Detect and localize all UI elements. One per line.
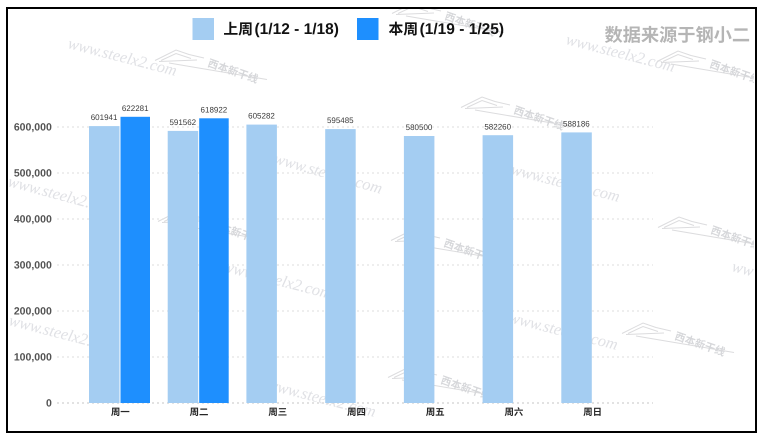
svg-text:580500: 580500 — [406, 123, 433, 132]
svg-text:595485: 595485 — [327, 116, 354, 125]
svg-text:(1/12 - 1/18): (1/12 - 1/18) — [255, 21, 339, 38]
svg-text:591562: 591562 — [169, 118, 196, 127]
svg-text:588186: 588186 — [563, 120, 590, 129]
svg-text:618922: 618922 — [201, 105, 228, 114]
svg-text:605282: 605282 — [248, 112, 275, 121]
svg-text:601941: 601941 — [91, 113, 118, 122]
svg-text:582260: 582260 — [484, 122, 511, 131]
svg-text:(1/19 - 1/25): (1/19 - 1/25) — [420, 21, 504, 38]
svg-text:622281: 622281 — [122, 104, 149, 113]
svg-text:0: 0 — [46, 398, 52, 410]
svg-text:300,000: 300,000 — [14, 260, 52, 272]
svg-text:100,000: 100,000 — [14, 352, 52, 364]
svg-text:600,000: 600,000 — [14, 122, 52, 134]
svg-text:200,000: 200,000 — [14, 306, 52, 318]
svg-text:500,000: 500,000 — [14, 168, 52, 180]
svg-text:400,000: 400,000 — [14, 214, 52, 226]
